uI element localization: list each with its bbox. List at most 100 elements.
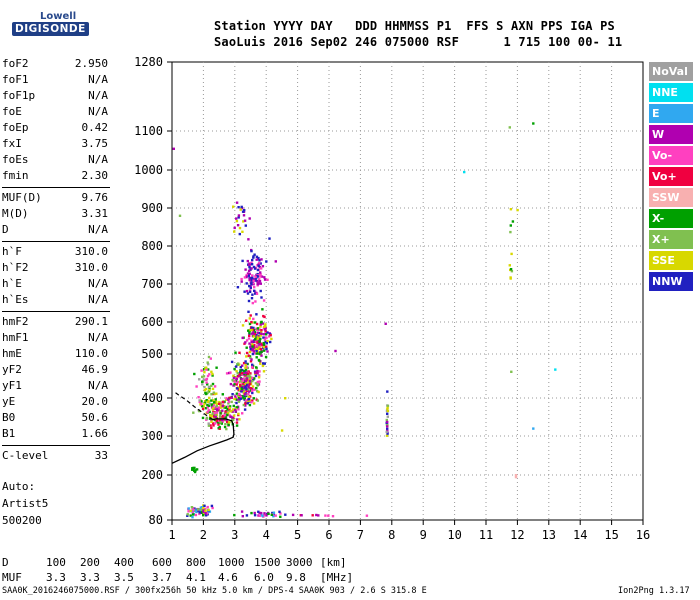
- echo-point: [231, 378, 234, 382]
- param-row: foEp 0.42: [2, 120, 108, 136]
- echo-point: [251, 332, 254, 335]
- echo-point: [266, 350, 269, 353]
- autoscale-code: 500200: [2, 514, 42, 527]
- param-label: fmin: [2, 169, 29, 182]
- echo-point: [243, 290, 246, 293]
- param-label: yF2: [2, 363, 22, 376]
- echo-point: [233, 367, 236, 371]
- echo-point: [386, 404, 390, 408]
- echo-point: [514, 474, 518, 477]
- param-value: 2.950: [74, 57, 108, 70]
- echo-point: [238, 418, 241, 421]
- muf-value: 4.1: [186, 571, 206, 584]
- echo-point: [238, 232, 241, 236]
- echo-point: [227, 423, 230, 427]
- echo-point: [258, 370, 261, 373]
- x-tick-label: 16: [636, 528, 650, 542]
- echo-point: [311, 514, 314, 517]
- echo-point: [230, 400, 233, 404]
- echo-point: [260, 267, 263, 270]
- distance-value: 600: [152, 556, 172, 569]
- echo-point: [242, 369, 246, 373]
- echo-point: [253, 331, 257, 334]
- echo-point: [248, 284, 251, 288]
- echo-point: [225, 427, 228, 431]
- echo-point: [246, 375, 250, 378]
- autoscale-label: Auto:: [2, 480, 36, 493]
- echo-point: [202, 375, 206, 378]
- echo-point: [207, 404, 211, 407]
- param-row: fmin 2.30: [2, 168, 108, 184]
- echo-point: [209, 357, 212, 360]
- param-label: fxI: [2, 137, 22, 150]
- echo-point: [254, 277, 257, 280]
- echo-point: [250, 277, 253, 280]
- echo-point: [250, 511, 253, 515]
- echo-point: [189, 509, 192, 513]
- param-label: foEs: [2, 153, 29, 166]
- echo-point: [284, 397, 287, 400]
- echo-point: [250, 387, 254, 390]
- echo-point: [240, 280, 243, 283]
- echo-point: [201, 380, 204, 383]
- echo-point: [208, 402, 212, 405]
- echo-point: [224, 416, 227, 419]
- echo-point: [243, 374, 246, 377]
- echo-point: [246, 388, 250, 391]
- param-value: N/A: [88, 89, 108, 102]
- echo-point: [262, 370, 266, 373]
- echo-point: [236, 286, 240, 289]
- echo-point: [259, 273, 262, 276]
- param-value: N/A: [88, 277, 108, 290]
- echo-point: [248, 317, 251, 320]
- echo-point: [241, 515, 244, 518]
- echo-point: [227, 402, 230, 405]
- echo-point: [197, 508, 200, 511]
- echo-point: [231, 416, 234, 419]
- echo-point: [245, 355, 248, 358]
- param-row: h`E N/A: [2, 276, 108, 292]
- echo-point: [195, 385, 198, 388]
- echo-point: [511, 220, 515, 223]
- echo-point: [334, 349, 337, 353]
- echo-point: [235, 392, 239, 395]
- echo-point: [261, 364, 265, 368]
- echo-point: [260, 296, 263, 299]
- echo-point: [241, 230, 244, 233]
- echo-point: [235, 217, 238, 220]
- echo-point: [205, 399, 208, 402]
- echo-point: [246, 292, 250, 295]
- echo-point: [213, 418, 217, 422]
- echo-point: [265, 342, 268, 345]
- echo-point: [210, 418, 213, 422]
- echo-point: [204, 407, 208, 410]
- param-label: hmF2: [2, 315, 29, 328]
- echo-point: [256, 268, 260, 272]
- echo-point: [263, 512, 266, 515]
- echo-point: [230, 360, 234, 364]
- echo-point: [247, 269, 251, 272]
- param-row: foEs N/A: [2, 152, 108, 168]
- param-row: hmE 110.0: [2, 346, 108, 362]
- echo-point: [211, 387, 215, 391]
- echo-point: [210, 370, 213, 373]
- echo-point: [279, 512, 282, 515]
- echo-point: [242, 389, 246, 392]
- echo-point: [258, 280, 262, 283]
- distance-value: 400: [114, 556, 134, 569]
- legend-item-e: E: [649, 104, 693, 123]
- echo-point: [212, 403, 215, 407]
- x-tick-label: 10: [447, 528, 461, 542]
- echo-point: [215, 403, 219, 406]
- param-label: foF1p: [2, 89, 36, 102]
- echo-point: [258, 347, 261, 350]
- echo-point: [210, 399, 213, 402]
- echo-point: [220, 422, 223, 425]
- echo-point: [509, 208, 513, 211]
- echo-point: [236, 394, 240, 397]
- echo-point: [300, 514, 303, 517]
- echo-point: [202, 368, 206, 371]
- echo-point: [259, 347, 262, 351]
- echo-point: [259, 262, 262, 265]
- muf-value: 6.0: [254, 571, 274, 584]
